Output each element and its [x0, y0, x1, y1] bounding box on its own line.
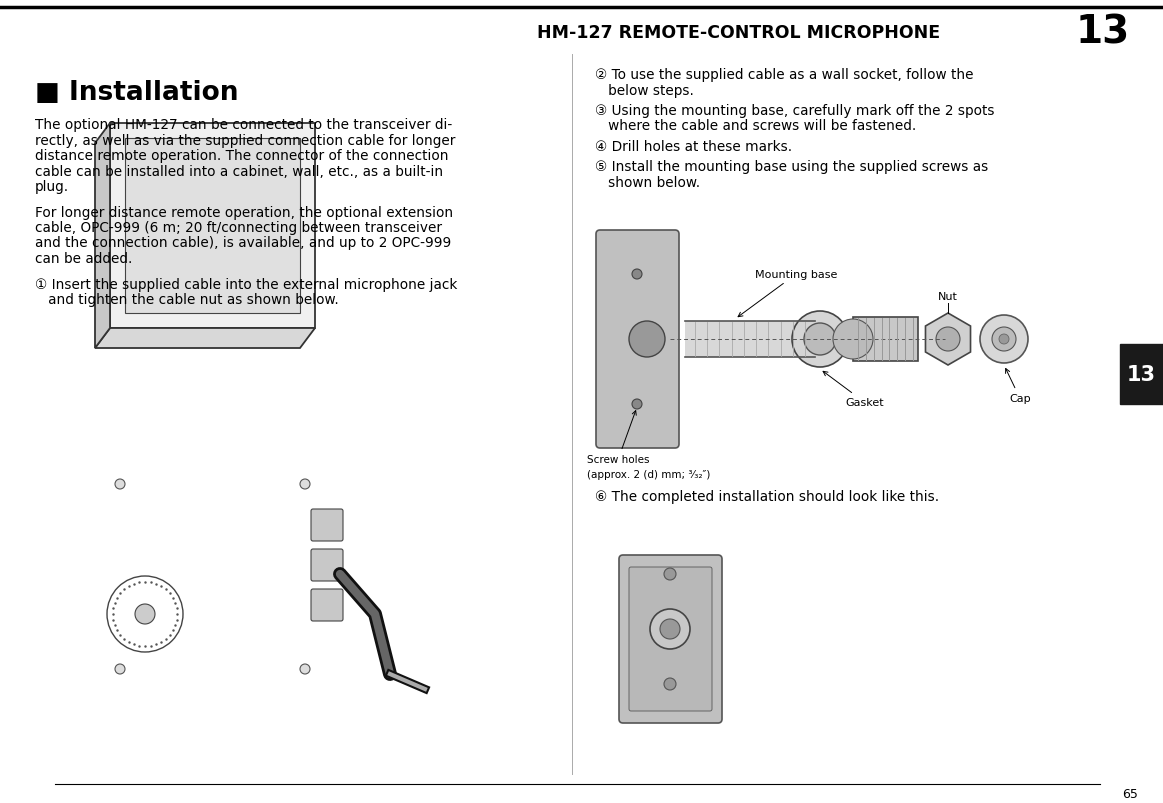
Text: Nut: Nut — [939, 291, 958, 302]
Circle shape — [833, 320, 873, 360]
Polygon shape — [852, 318, 918, 361]
Text: ■ Installation: ■ Installation — [35, 80, 238, 106]
Circle shape — [650, 609, 690, 649]
Text: 13: 13 — [1076, 14, 1130, 52]
FancyBboxPatch shape — [595, 230, 679, 448]
Text: ⑤ Install the mounting base using the supplied screws as: ⑤ Install the mounting base using the su… — [595, 161, 989, 174]
Polygon shape — [110, 124, 315, 328]
Text: cable can be installed into a cabinet, wall, etc., as a built-in: cable can be installed into a cabinet, w… — [35, 165, 443, 178]
FancyBboxPatch shape — [629, 567, 712, 711]
Circle shape — [115, 479, 124, 489]
Text: and the connection cable), is available, and up to 2 OPC-999: and the connection cable), is available,… — [35, 236, 451, 251]
Text: HM-127 REMOTE-CONTROL MICROPHONE: HM-127 REMOTE-CONTROL MICROPHONE — [537, 24, 940, 42]
Polygon shape — [124, 139, 300, 314]
Text: and tighten the cable nut as shown below.: and tighten the cable nut as shown below… — [35, 292, 338, 307]
Circle shape — [664, 569, 676, 581]
Text: ① Insert the supplied cable into the external microphone jack: ① Insert the supplied cable into the ext… — [35, 277, 457, 291]
Circle shape — [135, 604, 155, 624]
Polygon shape — [95, 124, 110, 349]
Circle shape — [804, 324, 836, 356]
Polygon shape — [926, 314, 970, 365]
Text: For longer distance remote operation, the optional extension: For longer distance remote operation, th… — [35, 206, 454, 219]
Text: Screw holes: Screw holes — [587, 411, 649, 464]
Text: Cap: Cap — [1006, 369, 1030, 403]
Text: 13: 13 — [1127, 365, 1156, 385]
Polygon shape — [685, 321, 815, 357]
Circle shape — [115, 664, 124, 675]
Text: ⑥ The completed installation should look like this.: ⑥ The completed installation should look… — [595, 489, 940, 503]
Polygon shape — [95, 328, 315, 349]
Circle shape — [659, 619, 680, 639]
FancyBboxPatch shape — [311, 549, 343, 581]
FancyBboxPatch shape — [311, 589, 343, 622]
Circle shape — [300, 664, 311, 675]
Text: can be added.: can be added. — [35, 251, 133, 266]
Circle shape — [632, 270, 642, 279]
Text: The optional HM-127 can be connected to the transceiver di-: The optional HM-127 can be connected to … — [35, 118, 452, 132]
FancyBboxPatch shape — [1120, 344, 1163, 405]
Circle shape — [792, 312, 848, 368]
Text: Gasket: Gasket — [823, 372, 884, 407]
FancyBboxPatch shape — [311, 509, 343, 541]
Text: rectly, as well as via the supplied connection cable for longer: rectly, as well as via the supplied conn… — [35, 133, 456, 147]
Circle shape — [629, 321, 665, 357]
Text: 65: 65 — [1122, 788, 1137, 801]
Text: ④ Drill holes at these marks.: ④ Drill holes at these marks. — [595, 140, 792, 154]
Text: cable, OPC-999 (6 m; 20 ft/connecting between transceiver: cable, OPC-999 (6 m; 20 ft/connecting be… — [35, 221, 442, 234]
Circle shape — [980, 316, 1028, 364]
Circle shape — [632, 400, 642, 410]
Circle shape — [992, 328, 1016, 352]
Text: below steps.: below steps. — [595, 84, 694, 97]
FancyBboxPatch shape — [619, 556, 722, 723]
Text: shown below.: shown below. — [595, 176, 700, 190]
Text: ② To use the supplied cable as a wall socket, follow the: ② To use the supplied cable as a wall so… — [595, 68, 973, 82]
Text: plug.: plug. — [35, 180, 69, 194]
Text: where the cable and screws will be fastened.: where the cable and screws will be faste… — [595, 120, 916, 133]
Circle shape — [999, 335, 1009, 344]
Circle shape — [664, 679, 676, 690]
Text: distance remote operation. The connector of the connection: distance remote operation. The connector… — [35, 149, 449, 163]
Circle shape — [300, 479, 311, 489]
Text: (approx. 2 (d) mm; ³⁄₃₂″): (approx. 2 (d) mm; ³⁄₃₂″) — [587, 470, 711, 479]
Text: ③ Using the mounting base, carefully mark off the 2 spots: ③ Using the mounting base, carefully mar… — [595, 104, 994, 118]
Text: Mounting base: Mounting base — [739, 270, 837, 317]
Circle shape — [936, 328, 959, 352]
